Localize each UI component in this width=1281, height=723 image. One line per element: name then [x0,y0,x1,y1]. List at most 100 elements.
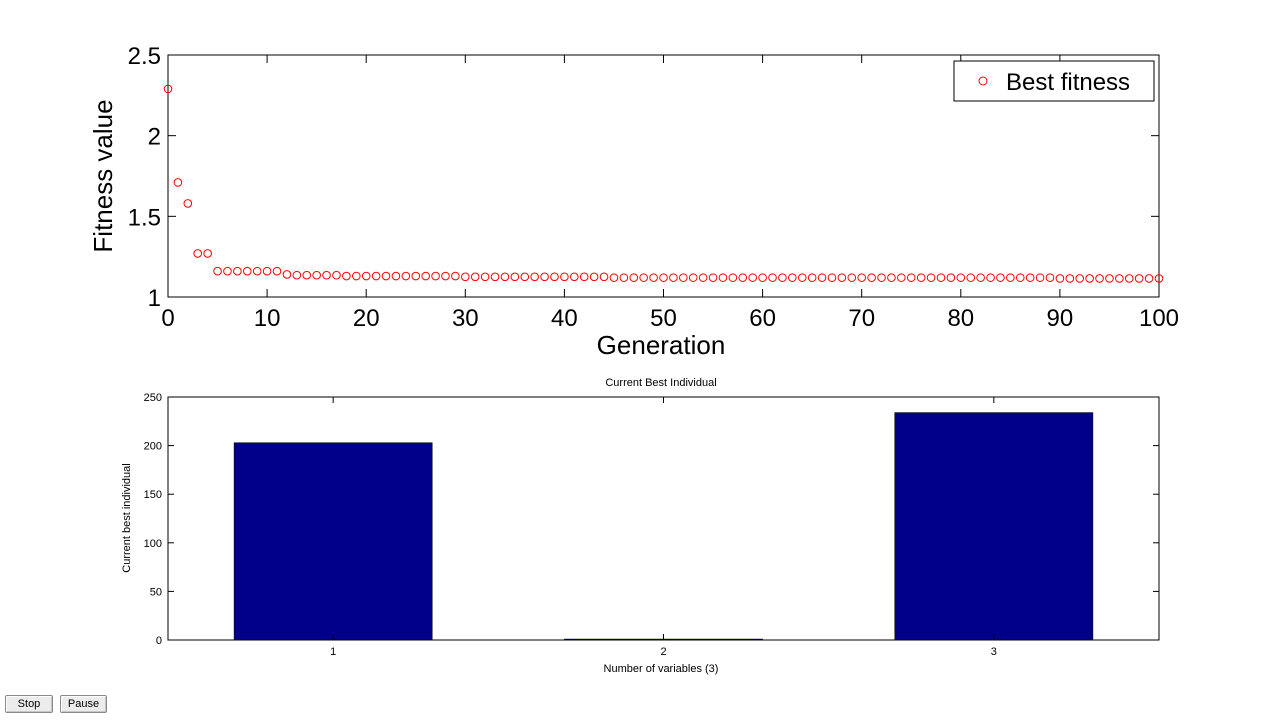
fitness-point [1025,273,1035,282]
fitness-point [411,271,421,281]
fitness-point [282,270,292,279]
fitness-point [272,266,282,276]
fitness-point [1124,274,1134,283]
fitness-x-ticks: 0 10 20 30 40 50 60 70 80 90 100 [161,55,1179,332]
fitness-point [490,272,500,282]
fitness-point [1055,274,1065,283]
fitness-point [203,249,212,258]
x-tick-label: 50 [650,305,677,332]
bar-y-tick-label: 0 [156,635,162,647]
fitness-point [897,273,906,282]
fitness-point [728,273,738,282]
bar-y-tick-label: 100 [144,538,162,550]
fitness-point [391,271,401,281]
fitness-point [589,272,599,282]
bar-chart-title: Current Best Individual [605,377,716,389]
fitness-point [223,266,232,276]
fitness-point [837,273,847,282]
bar-x-tick-label: 1 [330,646,336,658]
fitness-plot: 1 1.5 2 2.5 0 10 20 30 40 50 60 70 80 90 100 Generati… [88,43,1179,360]
fitness-point [956,273,966,282]
fitness-point [679,273,688,282]
pause-button[interactable]: Pause [60,695,107,713]
fitness-point [946,273,956,282]
x-tick-label: 60 [749,305,776,332]
bar-y-tick-label: 200 [144,441,162,453]
fitness-x-label: Generation [597,330,726,360]
fitness-point [312,270,321,280]
bar-x-tick-label: 3 [991,646,997,658]
bar [233,442,433,641]
x-tick-label: 70 [848,305,875,332]
fitness-point [441,271,450,281]
x-tick-label: 0 [161,305,174,332]
fitness-point [1075,274,1085,283]
fitness-point [1095,274,1104,283]
fitness-y-label: Fitness value [88,99,118,252]
fitness-point [381,271,391,281]
fitness-point [827,273,837,282]
fitness-point [906,273,916,282]
fitness-point [470,272,480,282]
x-tick-label: 40 [551,305,578,332]
fitness-point [520,272,530,282]
fitness-point [659,273,668,282]
fitness-point [599,272,609,282]
fitness-point [688,273,698,282]
bar [894,412,1094,641]
fitness-point [183,199,193,208]
bar-y-tick-label: 250 [144,392,162,404]
fitness-point [758,273,767,282]
fitness-point [669,273,678,282]
bar-y-tick-label: 150 [144,489,162,501]
stop-button[interactable]: Stop [5,695,53,713]
fitness-point [1154,274,1164,283]
y-tick-label: 2 [148,124,161,151]
legend-label: Best fitness [1006,69,1130,96]
fitness-point [986,273,995,282]
fitness-point [570,272,579,282]
fitness-y-ticks: 1 1.5 2 2.5 [128,43,1159,312]
fitness-point [748,273,757,282]
fitness-point [788,273,797,282]
fitness-point [926,273,936,282]
fitness-point [847,273,857,282]
x-tick-label: 30 [452,305,479,332]
fitness-point [431,271,440,281]
fitness-point [1085,274,1094,283]
fitness-point [550,272,559,282]
fitness-point [560,272,569,282]
fitness-point [421,271,430,281]
fitness-point [619,273,629,282]
fitness-point [649,273,658,282]
fitness-point [936,273,946,282]
fitness-point [530,272,539,282]
fitness-point [461,272,470,282]
fitness-point [163,84,173,94]
fitness-point [1144,274,1154,283]
x-tick-label: 20 [353,305,380,332]
fitness-point [1015,273,1025,282]
x-tick-label: 80 [947,305,974,332]
fitness-point [708,273,718,282]
best-individual-plot: Current Best Individual 050100150200250 … [121,377,1160,675]
y-tick-label: 2.5 [128,43,161,70]
fitness-point [233,266,242,276]
fitness-point [193,249,203,258]
fitness-point [718,273,728,282]
fitness-point [996,273,1005,282]
fitness-point [867,273,876,282]
fitness-point [778,273,787,282]
fitness-point [639,273,648,282]
x-tick-label: 100 [1139,305,1179,332]
fitness-points [163,84,1164,283]
fitness-point [768,273,777,282]
fitness-point [292,270,302,280]
fitness-point [540,272,549,282]
fitness-point [1115,274,1124,283]
legend-marker [978,76,988,86]
x-tick-label: 10 [254,305,281,332]
bar-x-tick-label: 2 [660,646,666,658]
fitness-point [1045,273,1055,282]
fitness-point [738,273,748,282]
